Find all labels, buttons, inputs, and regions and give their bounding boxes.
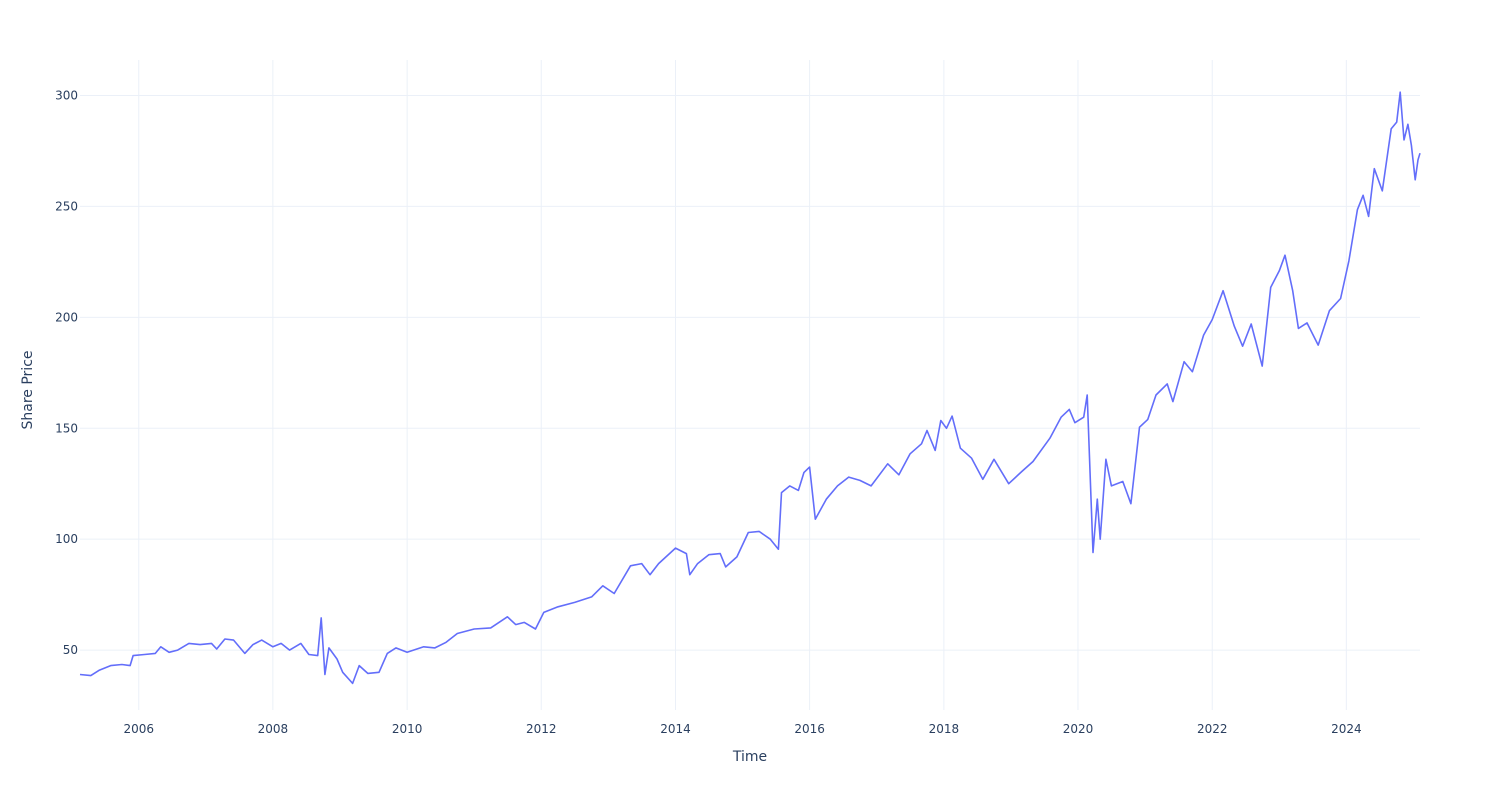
y-tick-label: 50 <box>63 643 78 657</box>
series-line <box>79 91 1421 685</box>
y-tick-label: 300 <box>55 88 78 102</box>
x-tick-label: 2012 <box>526 722 557 736</box>
y-tick-label: 150 <box>55 421 78 435</box>
y-tick-label: 250 <box>55 199 78 213</box>
axis-ticks: 2006 2008 2010 2012 2014 2016 2018 2020 2022 2024… <box>55 88 1362 736</box>
x-tick-label: 2008 <box>258 722 289 736</box>
y-axis-title: Share Price <box>20 350 36 429</box>
x-tick-label: 2006 <box>124 722 155 736</box>
x-tick-label: 2010 <box>392 722 423 736</box>
y-tick-label: 100 <box>55 532 78 546</box>
x-tick-label: 2022 <box>1197 722 1228 736</box>
x-tick-label: 2014 <box>660 722 691 736</box>
x-tick-label: 2016 <box>794 722 825 736</box>
plot-area <box>79 91 1421 685</box>
x-tick-label: 2024 <box>1331 722 1362 736</box>
x-tick-label: 2018 <box>929 722 960 736</box>
grid-lines <box>80 60 1420 710</box>
x-tick-label: 2020 <box>1063 722 1094 736</box>
x-axis-title: Time <box>732 749 767 765</box>
y-tick-label: 200 <box>55 310 78 324</box>
